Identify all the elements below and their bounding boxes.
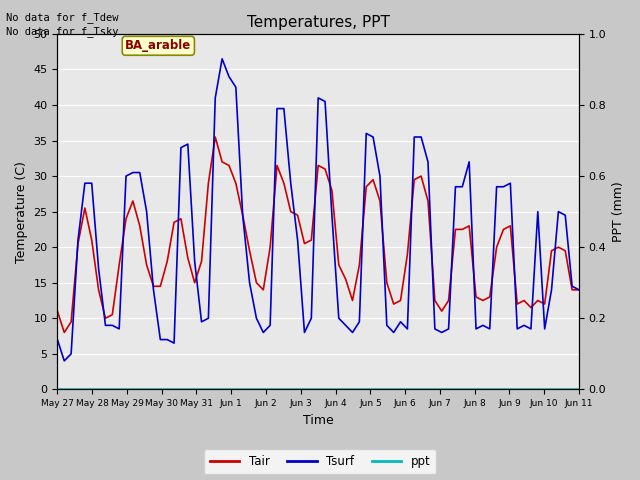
Legend: Tair, Tsurf, ppt: Tair, Tsurf, ppt	[204, 449, 436, 474]
Tsurf	[575, 287, 583, 293]
ppt	[575, 386, 583, 392]
ppt	[342, 386, 349, 392]
Tair	[575, 287, 583, 293]
Text: BA_arable: BA_arable	[125, 39, 191, 52]
Tair	[280, 180, 288, 186]
Tsurf	[294, 237, 301, 243]
ppt	[232, 386, 239, 392]
Text: No data for f_Tdew: No data for f_Tdew	[6, 12, 119, 23]
Tair	[211, 134, 219, 140]
ppt	[225, 386, 233, 392]
Tair	[60, 330, 68, 336]
Tair	[163, 259, 171, 264]
Tsurf	[246, 280, 253, 286]
Tair	[54, 308, 61, 314]
Y-axis label: Temperature (C): Temperature (C)	[15, 161, 28, 263]
Text: No data for f_Tsky: No data for f_Tsky	[6, 26, 119, 37]
Title: Temperatures, PPT: Temperatures, PPT	[247, 15, 390, 30]
X-axis label: Time: Time	[303, 414, 333, 427]
Tsurf	[163, 336, 171, 342]
Line: Tsurf: Tsurf	[58, 59, 579, 361]
ppt	[266, 386, 274, 392]
Y-axis label: PPT (mm): PPT (mm)	[612, 181, 625, 242]
Tair	[239, 212, 246, 218]
ppt	[280, 386, 288, 392]
ppt	[54, 386, 61, 392]
Tair	[356, 262, 364, 268]
Tsurf	[239, 212, 246, 218]
Tsurf	[218, 56, 226, 62]
Tair	[294, 212, 301, 218]
Tair	[246, 248, 253, 253]
Line: Tair: Tair	[58, 137, 579, 333]
Tsurf	[356, 319, 364, 324]
Tsurf	[60, 358, 68, 364]
Tsurf	[54, 336, 61, 342]
ppt	[157, 386, 164, 392]
Tsurf	[280, 106, 288, 111]
